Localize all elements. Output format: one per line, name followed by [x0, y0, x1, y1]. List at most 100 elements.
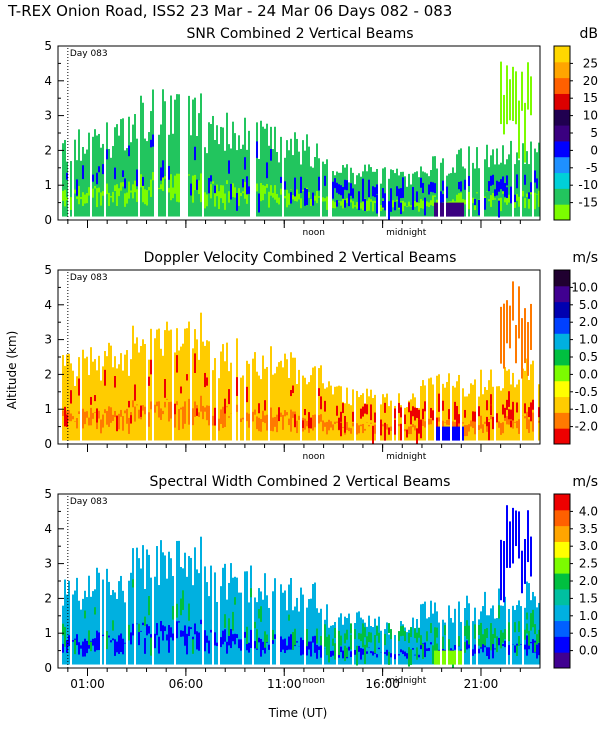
data-column: [268, 191, 270, 208]
data-column: [330, 650, 332, 657]
data-column: [248, 642, 250, 653]
data-column: [118, 635, 120, 654]
data-column: [326, 636, 328, 656]
data-column: [358, 645, 360, 652]
data-column: [66, 640, 68, 653]
data-column: [486, 628, 488, 639]
colorbar-tick-label: 0: [590, 143, 598, 157]
data-column: [260, 419, 262, 432]
data-column: [474, 624, 476, 639]
data-column: [484, 159, 486, 217]
data-column: [162, 160, 164, 178]
data-column: [396, 186, 398, 197]
data-column: [318, 415, 320, 424]
data-column: [96, 172, 98, 185]
data-column: [464, 641, 466, 653]
data-column: [360, 202, 362, 209]
data-column: [462, 166, 464, 217]
data-column: [140, 568, 142, 665]
data-column: [112, 146, 114, 217]
data-column: [500, 638, 502, 649]
data-column: [398, 195, 400, 208]
midnight-label: midnight: [386, 452, 427, 462]
data-column: [274, 416, 276, 427]
data-column: [416, 428, 418, 444]
colorbar-segment: [554, 364, 570, 382]
data-column: [148, 596, 150, 616]
data-column: [504, 414, 506, 421]
data-column: [170, 401, 172, 419]
data-column: [102, 366, 104, 441]
data-column: [276, 414, 278, 433]
data-column: [280, 176, 282, 184]
data-column: [404, 429, 406, 432]
data-column: [474, 419, 476, 435]
data-column: [432, 645, 434, 664]
data-column: [62, 643, 64, 653]
data-column: [128, 145, 130, 157]
data-column: [440, 162, 442, 217]
data-column: [160, 408, 162, 420]
data-column: [422, 183, 424, 194]
data-column: [124, 410, 126, 414]
data-column: [410, 627, 412, 638]
data-column: [478, 425, 480, 430]
data-column: [496, 413, 498, 423]
data-column: [446, 381, 448, 441]
data-column: [298, 193, 300, 200]
data-column: [112, 367, 114, 441]
data-column: [536, 194, 538, 195]
data-column: [144, 406, 146, 415]
data-column: [192, 348, 194, 441]
data-column: [304, 408, 306, 416]
data-column: [146, 624, 148, 636]
data-column: [336, 171, 338, 217]
data-column: [72, 640, 74, 642]
data-column: [466, 425, 468, 437]
data-column: [506, 505, 508, 568]
data-column: [390, 426, 392, 431]
data-column: [480, 415, 482, 429]
data-column: [340, 646, 342, 653]
data-column: [414, 407, 416, 418]
data-column: [360, 176, 362, 217]
data-column: [210, 565, 212, 665]
data-column: [362, 393, 364, 441]
data-column: [84, 358, 86, 441]
data-column: [188, 321, 190, 441]
data-column: [164, 626, 166, 631]
data-column: [422, 171, 424, 217]
data-column: [514, 164, 516, 217]
data-column: [168, 330, 170, 441]
data-column: [486, 422, 488, 432]
data-column: [72, 416, 74, 420]
data-column: [320, 635, 322, 646]
data-column: [340, 422, 342, 437]
data-column: [530, 536, 532, 577]
data-column: [144, 343, 146, 441]
data-column: [300, 176, 302, 194]
data-column: [100, 380, 102, 441]
data-column: [368, 179, 370, 198]
data-column: [298, 369, 300, 441]
data-column: [332, 394, 334, 441]
data-column: [122, 416, 124, 431]
data-column: [408, 402, 410, 413]
data-column: [509, 79, 511, 121]
data-column: [382, 394, 384, 441]
data-column: [522, 368, 524, 441]
data-column: [530, 141, 532, 217]
data-column: [534, 624, 536, 635]
y-tick-label: 1: [44, 402, 52, 416]
data-column: [448, 426, 450, 441]
data-column: [448, 639, 450, 657]
data-column: [372, 200, 374, 212]
x-tick-label: 16:00: [365, 677, 400, 691]
data-column: [288, 614, 290, 621]
data-column: [318, 176, 320, 191]
data-column: [468, 643, 470, 649]
data-column: [206, 153, 208, 217]
y-tick-label: 3: [44, 333, 52, 347]
data-column: [214, 189, 216, 207]
data-column: [226, 406, 228, 408]
